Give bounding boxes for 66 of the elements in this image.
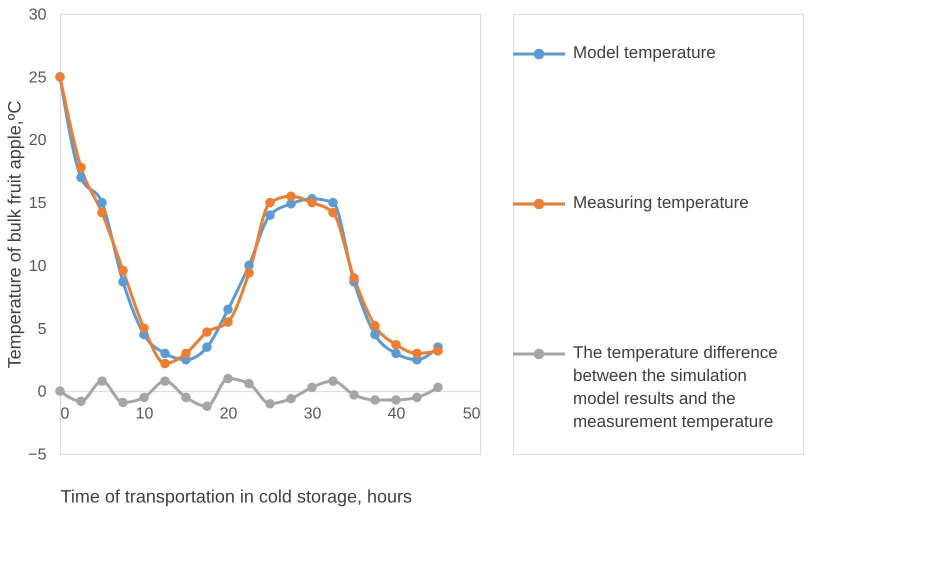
point — [202, 327, 212, 337]
x-tick-label: 50 — [462, 406, 481, 423]
point — [370, 321, 380, 331]
point — [265, 198, 275, 208]
legend-label: Model temperature — [573, 43, 716, 62]
point — [412, 392, 422, 402]
point — [160, 376, 170, 386]
x-tick-label: 0 — [60, 406, 70, 423]
point — [76, 396, 86, 406]
point — [223, 374, 233, 384]
point — [160, 358, 170, 368]
point — [97, 208, 107, 218]
point — [433, 346, 443, 356]
point — [286, 192, 296, 202]
point — [412, 348, 422, 358]
y-tick-label: 15 — [28, 195, 47, 212]
point — [244, 378, 254, 388]
point — [328, 208, 338, 218]
y-tick-label: 20 — [28, 132, 47, 150]
point — [223, 317, 233, 327]
point — [118, 277, 128, 287]
legend-label: Measuring temperature — [573, 193, 749, 212]
point — [349, 273, 359, 283]
point — [118, 398, 128, 408]
point — [160, 348, 170, 358]
point — [139, 324, 149, 334]
y-tick-label: 30 — [28, 6, 47, 24]
point — [286, 394, 296, 404]
point — [97, 198, 107, 208]
point — [391, 395, 401, 405]
point — [391, 348, 401, 358]
point — [370, 395, 380, 405]
x-tick-label: 20 — [220, 406, 238, 423]
point — [76, 162, 86, 172]
point — [391, 340, 401, 350]
point — [328, 376, 338, 386]
point — [328, 198, 338, 208]
y-tick-label: 0 — [38, 384, 47, 401]
point — [265, 398, 275, 408]
point — [118, 266, 128, 276]
point — [181, 348, 191, 358]
x-axis-title: Time of transportation in cold storage, hours — [60, 486, 412, 506]
y-axis-title: Temperature of bulk fruit apple,ºC — [4, 100, 24, 368]
y-tick-label: 25 — [28, 69, 47, 86]
point — [307, 198, 317, 208]
point — [244, 268, 254, 278]
point — [370, 330, 380, 340]
point — [223, 304, 233, 314]
point — [433, 382, 443, 392]
point — [76, 172, 86, 182]
x-tick-label: 10 — [136, 406, 154, 423]
point — [202, 401, 212, 411]
y-tick-label: 5 — [38, 320, 47, 338]
y-tick-label: 10 — [28, 258, 47, 275]
point — [139, 392, 149, 402]
point — [181, 392, 191, 402]
point — [55, 386, 65, 396]
point — [97, 376, 107, 386]
point — [202, 342, 212, 352]
legend-label: The temperature difference between the simulation model results and the measurement temperature — [573, 343, 778, 431]
y-tick-label: −5 — [28, 446, 47, 464]
x-tick-label: 40 — [388, 406, 406, 423]
point — [307, 382, 317, 392]
point — [265, 210, 275, 220]
x-tick-label: 30 — [304, 406, 322, 423]
point — [349, 390, 359, 400]
